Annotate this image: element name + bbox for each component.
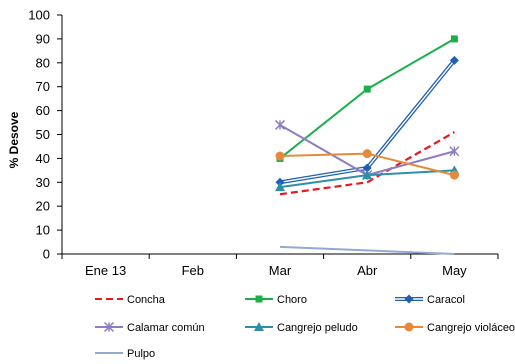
data-point [274,119,286,130]
x-tick-label: Ene 13 [85,263,126,278]
legend-item: Pulpo [95,348,155,360]
data-point [449,146,460,157]
legend-label: Concha [127,294,166,306]
data-point [363,85,371,93]
y-axis-title: % Desove [7,111,21,168]
y-tick-label: 50 [36,127,50,142]
legend-label: Pulpo [127,348,155,360]
legend-item: Cangrejo peludo [245,322,358,334]
series-concha [279,131,455,196]
y-tick-label: 70 [36,79,50,94]
series-cangrejo-violáceo [275,149,459,180]
data-point [362,149,372,159]
legend-item: Choro [245,294,307,306]
y-tick-label: 10 [36,223,50,238]
legend-item: Caracol [395,294,465,306]
data-point [255,295,263,303]
series-line [279,245,455,255]
legend-item: Calamar común [95,321,205,334]
series-line [279,131,455,196]
legend-item: Cangrejo violáceo [395,322,515,334]
x-tick-label: Mar [269,263,292,278]
legend-label: Cangrejo peludo [277,322,358,334]
y-tick-label: 40 [36,151,50,166]
series-pulpo [279,245,455,255]
series-group [274,35,460,255]
y-tick-label: 100 [28,8,50,23]
data-point [275,182,285,192]
legend-label: Choro [277,294,307,306]
data-point [275,151,285,161]
data-point [362,170,373,180]
series-caracol [275,55,459,187]
data-point [449,170,459,180]
x-tick-label: Abr [357,263,378,278]
data-point [404,322,414,332]
data-point [449,55,459,65]
y-tick-label: 0 [43,247,50,262]
y-tick-label: 80 [36,55,50,70]
legend-label: Caracol [427,294,465,306]
x-tick-label: May [442,263,467,278]
data-point [254,322,264,331]
legend-label: Calamar común [127,322,205,334]
y-tick-label: 20 [36,199,50,214]
series-choro [276,35,458,162]
data-point [450,35,458,43]
x-tick-label: Feb [182,263,204,278]
axes: 0 10 20 30 40 50 60 70 80 90 100 Ene 13 Feb Mar Abr May [28,8,499,278]
data-point [404,294,414,304]
legend-label: Cangrejo violáceo [427,322,515,334]
legend-item: Concha [95,294,166,306]
data-point [103,321,115,333]
data-point [362,163,372,173]
y-tick-label: 60 [36,103,50,118]
y-tick-label: 90 [36,31,50,46]
legend: Concha Choro Caracol Calamar común Cangrejo … [95,294,515,360]
y-tick-label: 30 [36,175,50,190]
